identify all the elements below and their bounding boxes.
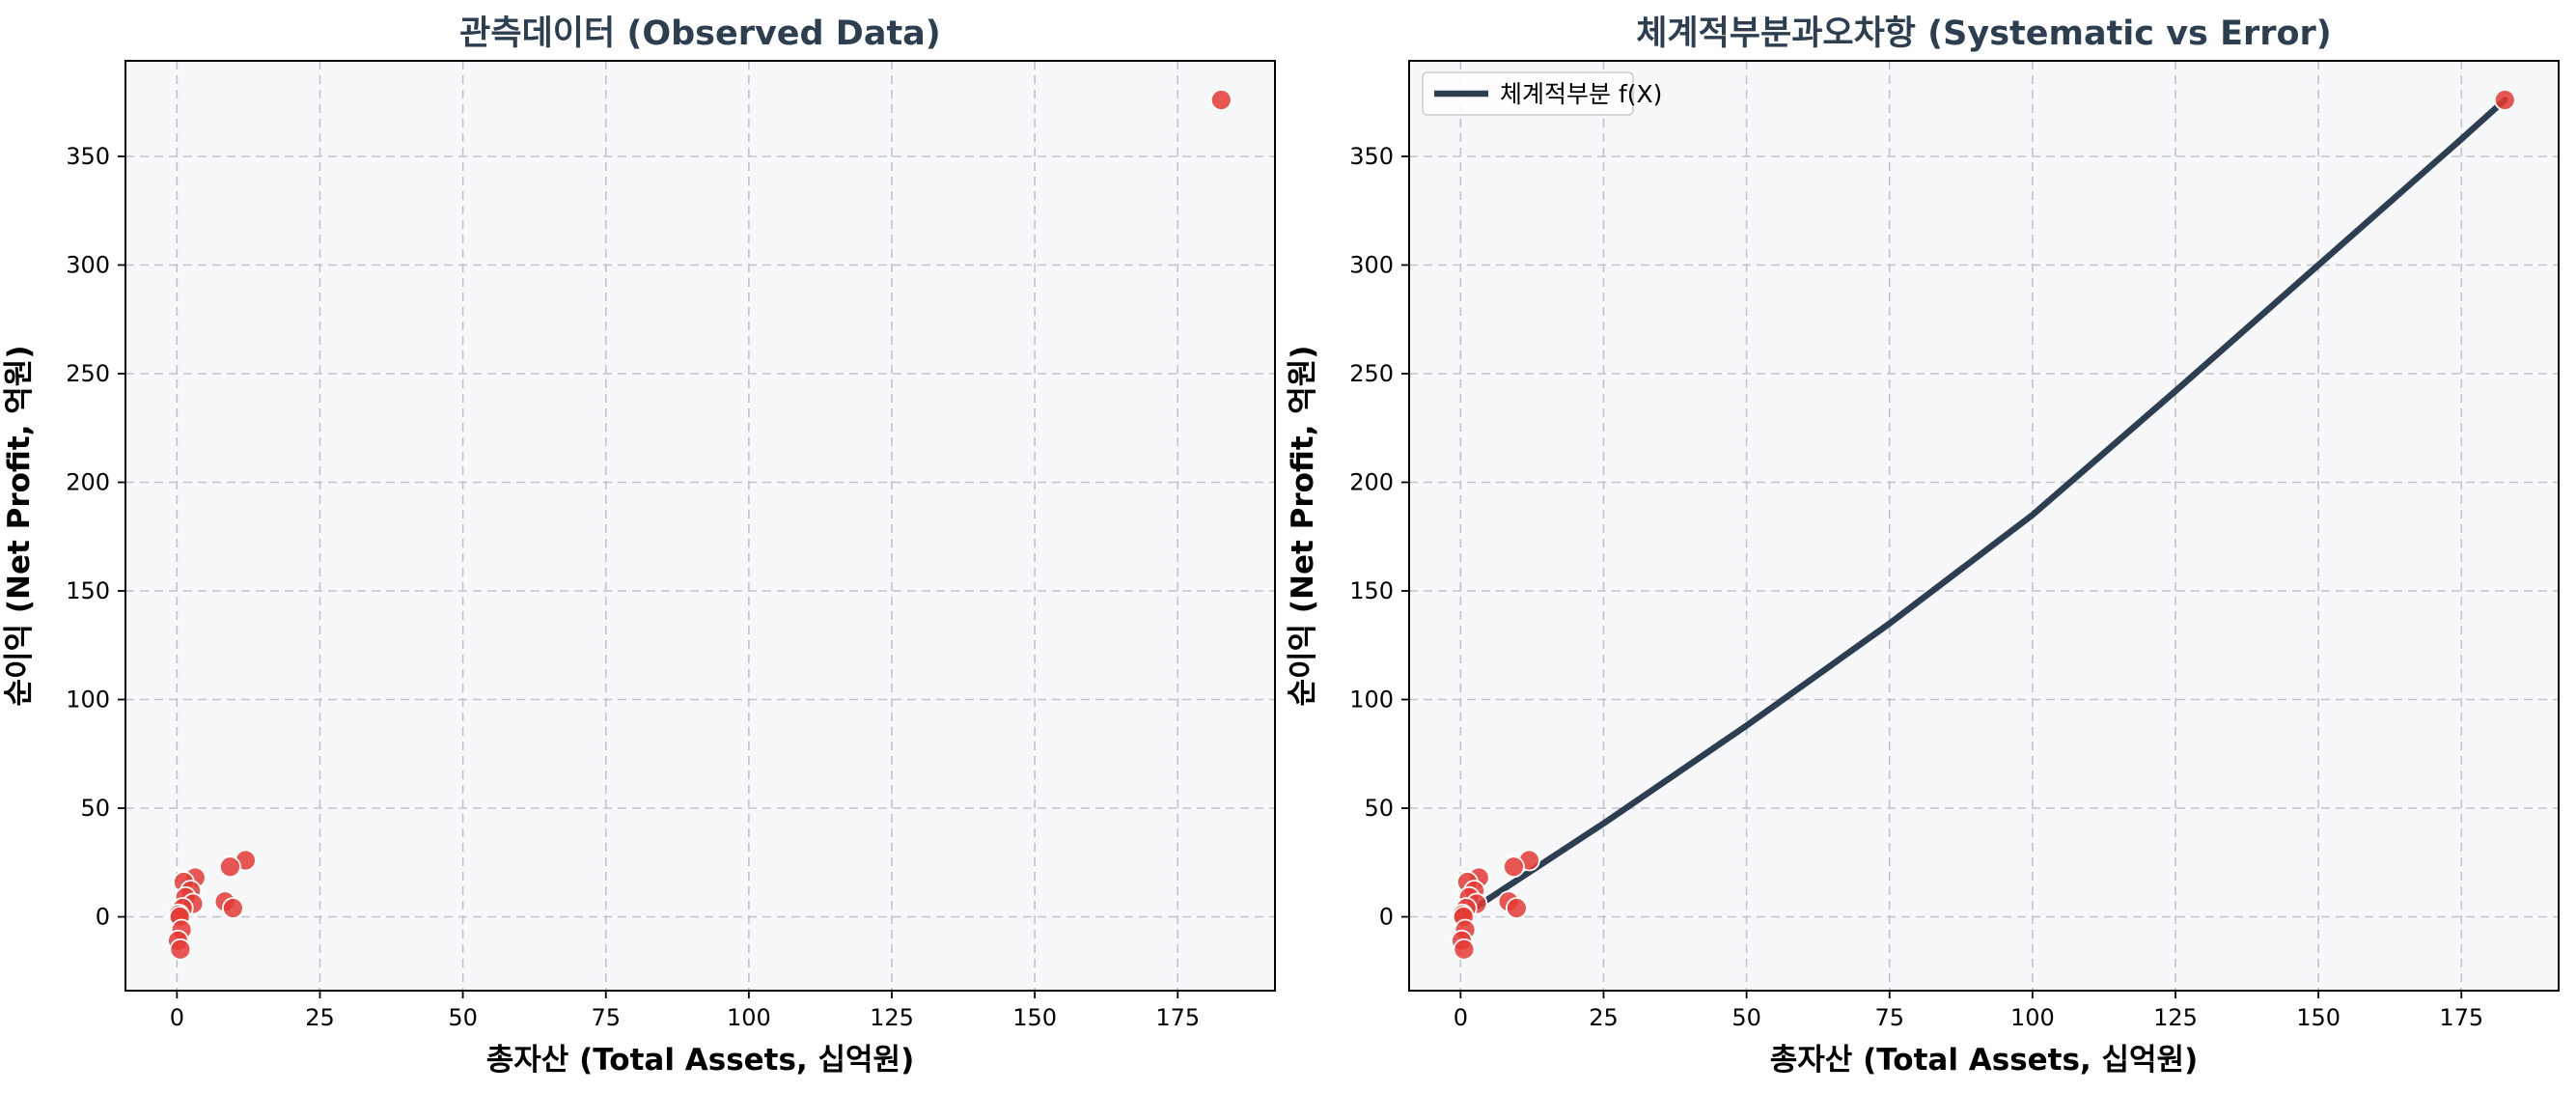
fitted-line — [1474, 97, 2508, 910]
data-point — [2493, 89, 2516, 111]
chart-title: 관측데이터 (Observed Data) — [459, 14, 941, 53]
y-tick-label: 0 — [96, 904, 110, 931]
x-tick-label: 125 — [870, 1004, 914, 1031]
y-tick-label: 0 — [1379, 904, 1394, 931]
y-tick-label: 350 — [1349, 143, 1394, 170]
x-tick-label: 150 — [2296, 1004, 2341, 1031]
legend: 체계적부분 f(X) — [1422, 71, 1662, 116]
y-tick-label: 300 — [66, 252, 110, 279]
x-tick-label: 125 — [2153, 1004, 2198, 1031]
x-tick-label: 175 — [2439, 1004, 2483, 1031]
x-tick-label: 75 — [591, 1004, 621, 1031]
plot-area — [1409, 61, 2559, 991]
data-point — [1505, 897, 1528, 919]
chart-title: 체계적부분과오차항 (Systematic vs Error) — [1636, 14, 2332, 53]
y-tick-label: 200 — [1349, 469, 1394, 496]
y-tick-label: 200 — [66, 469, 110, 496]
y-axis-label: 순이익 (Net Profit, 억원) — [1286, 346, 1320, 707]
data-point — [221, 897, 244, 919]
data-point — [169, 938, 192, 961]
x-axis-label: 총자산 (Total Assets, 십억원) — [1770, 1043, 2199, 1078]
y-tick-label: 50 — [1364, 795, 1394, 822]
systematic-vs-error-panel: 0 25 50 75 100 125 150 175 0 50 100 150 200 250 300 350… — [1286, 14, 2560, 1078]
y-tick-label: 250 — [66, 360, 110, 387]
x-tick-label: 50 — [1731, 1004, 1761, 1031]
data-point — [219, 855, 241, 879]
plot-area — [125, 61, 1275, 991]
x-tick-label: 25 — [1589, 1004, 1619, 1031]
plot-frame — [125, 60, 1276, 992]
data-point — [1503, 855, 1525, 879]
legend-label: 체계적부분 f(X) — [1500, 80, 1662, 108]
x-tick-label: 100 — [2010, 1004, 2055, 1031]
x-tick-label: 50 — [448, 1004, 478, 1031]
x-tick-label: 0 — [1454, 1004, 1468, 1031]
legend-box — [1422, 71, 1634, 116]
y-tick-label: 100 — [66, 687, 110, 714]
x-tick-label: 150 — [1012, 1004, 1057, 1031]
y-tick-label: 350 — [66, 143, 110, 170]
data-point — [1453, 938, 1476, 961]
y-tick-label: 250 — [1349, 360, 1394, 387]
observed-data-panel: 0 25 50 75 100 125 150 175 0 50 100 150 200 250 300 350… — [2, 14, 1276, 1078]
y-axis-label: 순이익 (Net Profit, 억원) — [2, 346, 37, 707]
x-tick-label: 175 — [1155, 1004, 1200, 1031]
data-point — [1209, 89, 1233, 111]
x-tick-label: 0 — [170, 1004, 184, 1031]
x-tick-label: 100 — [727, 1004, 771, 1031]
y-tick-label: 150 — [66, 577, 110, 604]
y-tick-label: 50 — [80, 795, 110, 822]
x-tick-label: 25 — [305, 1004, 335, 1031]
y-tick-label: 300 — [1349, 252, 1394, 279]
x-axis-label: 총자산 (Total Assets, 십억원) — [486, 1043, 915, 1078]
y-tick-label: 150 — [1349, 577, 1394, 604]
y-tick-label: 100 — [1349, 687, 1394, 714]
plot-frame — [1408, 60, 2560, 992]
x-tick-label: 75 — [1874, 1004, 1904, 1031]
